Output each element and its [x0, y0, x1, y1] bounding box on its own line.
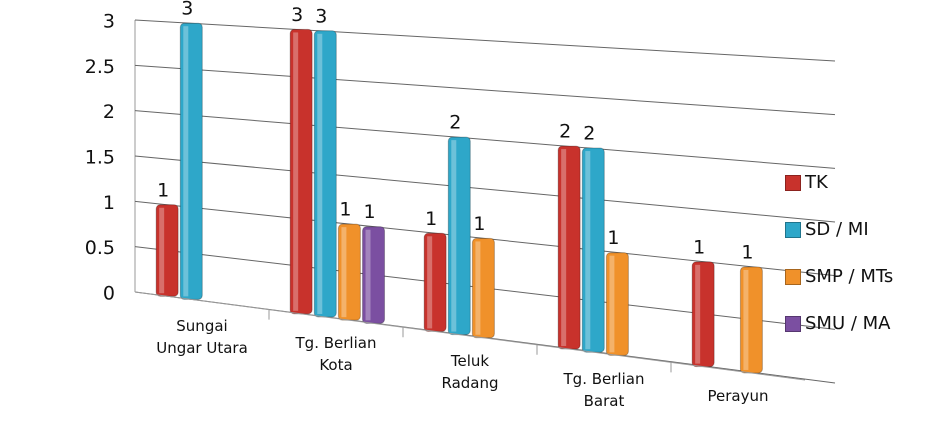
bar-highlight [317, 34, 322, 314]
bar-highlight [475, 241, 480, 334]
chart: 00.511.522.5313331112122111 Sungai Ungar… [0, 0, 931, 437]
bar-highlight [609, 256, 614, 353]
data-label: 1 [741, 241, 753, 263]
bar-highlight [451, 140, 456, 331]
data-label: 1 [157, 179, 169, 201]
bar-highlight [743, 270, 748, 370]
y-tick-label: 0 [103, 283, 115, 305]
grid-line [135, 20, 835, 61]
legend-swatch [785, 222, 801, 238]
y-tick-label: 3 [103, 11, 115, 33]
bar-highlight [585, 151, 590, 349]
bar-highlight [695, 265, 700, 364]
grid-line [135, 65, 835, 114]
data-label: 1 [607, 227, 619, 249]
legend-swatch [785, 316, 801, 332]
legend-swatch [785, 269, 801, 285]
legend-swatch [785, 175, 801, 191]
legend-label: SD / MI [805, 219, 869, 240]
x-tick-label: Tg. Berlian Kota [288, 332, 384, 376]
bar-highlight [341, 227, 346, 317]
x-tick-label: Perayun [690, 385, 786, 407]
y-tick-label: 1.5 [85, 147, 115, 169]
x-tick-label: Tg. Berlian Barat [556, 368, 652, 412]
y-tick-label: 1 [103, 192, 115, 214]
data-label: 1 [693, 236, 705, 258]
bar-highlight [366, 230, 371, 321]
data-label: 1 [339, 199, 351, 221]
bar-highlight [427, 236, 432, 328]
data-label: 2 [583, 123, 595, 145]
bar-highlight [183, 26, 188, 296]
data-label: 3 [291, 4, 303, 26]
y-tick-label: 2.5 [85, 56, 115, 78]
bar-highlight [159, 208, 164, 293]
data-label: 2 [559, 121, 571, 143]
legend-label: SMP / MTs [805, 266, 893, 287]
bar-highlight [561, 149, 566, 346]
x-tick-label: Sungai Ungar Utara [154, 315, 250, 359]
legend-item: SMU / MA [785, 313, 890, 334]
legend-label: SMU / MA [805, 313, 890, 334]
bar-highlight [293, 32, 298, 310]
y-tick-label: 2 [103, 101, 115, 123]
data-label: 1 [425, 208, 437, 230]
data-label: 1 [363, 201, 375, 223]
data-label: 3 [315, 5, 327, 27]
grid-line [135, 111, 835, 169]
data-label: 1 [473, 213, 485, 235]
y-tick-label: 0.5 [85, 237, 115, 259]
legend-label: TK [805, 172, 828, 193]
data-label: 2 [449, 112, 461, 134]
data-label: 3 [181, 0, 193, 20]
legend-item: SD / MI [785, 219, 869, 240]
legend-item: SMP / MTs [785, 266, 893, 287]
x-tick-label: Teluk Radang [422, 350, 518, 394]
legend-item: TK [785, 172, 828, 193]
